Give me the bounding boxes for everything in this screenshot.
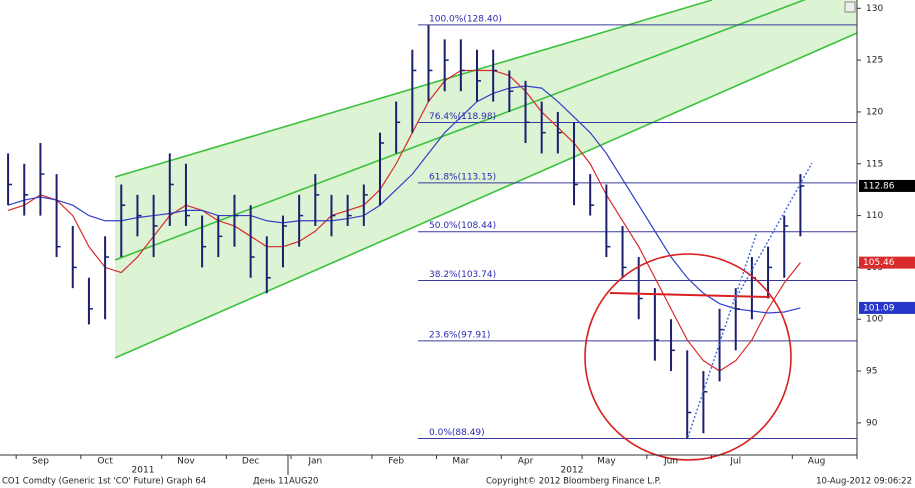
footer-left: CO1 Comdty (Generic 1st 'CO' Future) Gra… [2, 477, 206, 487]
x-tick-label: Oct [97, 457, 113, 467]
trendline [687, 231, 758, 438]
last-value-label: 105.46 [863, 258, 895, 268]
x-tick-label: Aug [808, 457, 826, 467]
channel-fill [115, 0, 857, 358]
x-tick-label: Feb [388, 457, 404, 467]
x-tick-label: Mar [452, 457, 469, 467]
last-value-tag [859, 179, 915, 192]
channel [114, 0, 858, 359]
x-tick-label: Dec [242, 457, 259, 467]
highlight-circle [584, 253, 792, 461]
plot [7, 24, 857, 440]
x-tick-label: Sep [32, 457, 49, 467]
channel-line [114, 32, 858, 359]
y-tick-label: 130 [866, 4, 883, 14]
last-value-label: 112.86 [863, 181, 895, 191]
x-tick-label: Apr [518, 457, 534, 467]
last-value-label: 101.09 [863, 303, 895, 313]
y-tick-label: 115 [866, 159, 883, 169]
channel-line [114, 0, 807, 261]
footer-timestamp: 10-Aug-2012 09:06:22 [816, 477, 912, 487]
x-tick-label: May [597, 457, 616, 467]
x-tick-label: Jun [663, 457, 678, 467]
footer-date: День 11AUG20 [253, 477, 318, 487]
fib-label: 50.0%(108.44) [429, 221, 496, 231]
fib-label: 0.0%(88.49) [429, 428, 485, 438]
neckline [609, 292, 771, 298]
y-tick-label: 95 [866, 367, 877, 377]
fib-label: 100.0%(128.40) [429, 14, 502, 24]
x-tick-label: Jul [729, 457, 741, 467]
moving-average [7, 69, 801, 372]
year-label: 2011 [132, 466, 155, 476]
moving-average [7, 85, 801, 314]
fib-label: 23.6%(97.91) [429, 330, 490, 340]
y-tick-label: 100 [866, 315, 883, 325]
last-value-tag [859, 256, 915, 269]
footer-copyright: Copyright© 2012 Bloomberg Finance L.P. [486, 477, 661, 487]
x-tick-label: Jan [307, 457, 322, 467]
x-tick-label: Nov [177, 457, 195, 467]
fib-label: 61.8%(113.15) [429, 172, 496, 182]
fib-label: 76.4%(118.98) [429, 112, 496, 122]
y-tick-label: 120 [866, 107, 883, 117]
y-tick-label: 110 [866, 211, 883, 221]
zoom-icon[interactable] [844, 1, 856, 13]
fib-label: 38.2%(103.74) [429, 270, 496, 280]
y-tick-label: 125 [866, 56, 883, 66]
y-tick-label: 90 [866, 418, 878, 428]
channel-line [114, 0, 713, 178]
year-label: 2012 [561, 466, 584, 476]
last-value-tag [859, 301, 915, 314]
